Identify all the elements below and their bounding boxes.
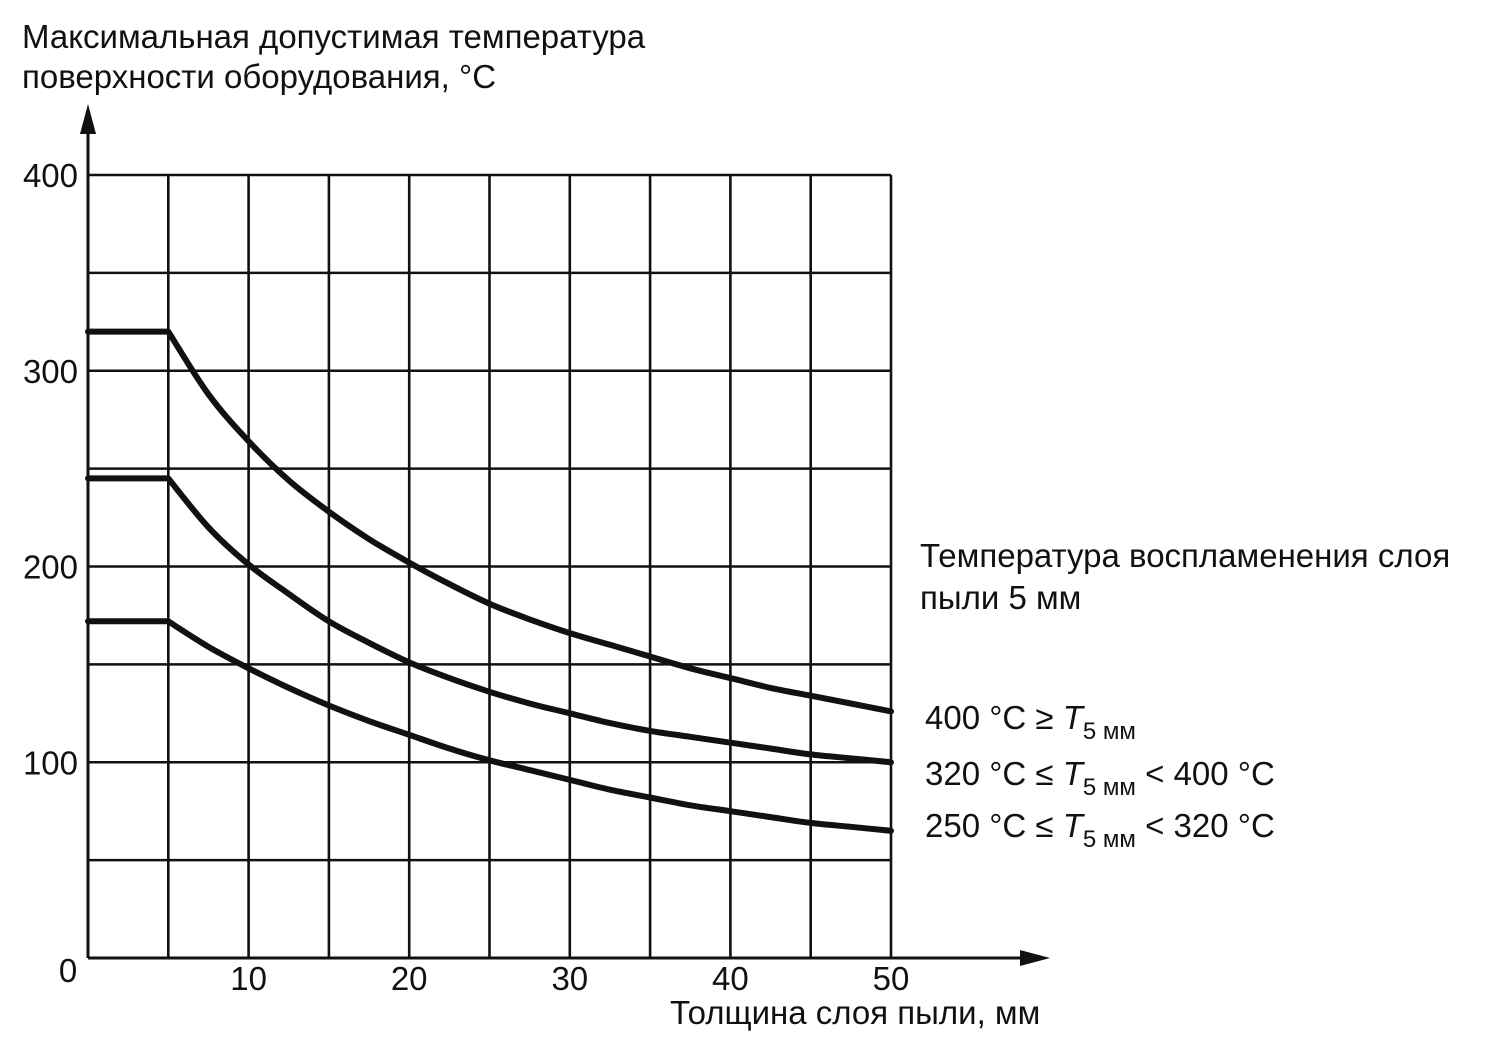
- x-tick-label: 10: [230, 960, 267, 997]
- x-tick-label: 50: [873, 960, 910, 997]
- x-tick-label: 20: [391, 960, 428, 997]
- y-tick-label: 100: [23, 744, 78, 781]
- series-line-2: [85, 475, 894, 766]
- y-tick-label: 300: [23, 353, 78, 390]
- legend-entry-3: 250 °C ≤ T5 мм < 320 °C: [925, 807, 1275, 853]
- x-axis-title: Толщина слоя пыли, мм: [670, 994, 1040, 1031]
- y-tick-label: 200: [23, 549, 78, 586]
- x-tick-label: 30: [551, 960, 588, 997]
- origin-label: 0: [59, 952, 77, 989]
- series-line-3: [85, 618, 894, 834]
- legend-title-line1: Температура воспламенения слоя: [920, 537, 1450, 574]
- legend-title-line2: пыли 5 мм: [920, 579, 1081, 616]
- axes: [80, 104, 1050, 966]
- series-line-1: [85, 328, 894, 715]
- x-tick-label: 40: [712, 960, 749, 997]
- tick-labels: 10 20 30 40 50 100 200 300 400: [23, 157, 909, 997]
- y-axis-arrow-icon: [80, 104, 96, 134]
- grid: [88, 173, 893, 958]
- y-axis-title-line2: поверхности оборудования, °С: [22, 58, 496, 95]
- legend: 400 °C ≥ T5 мм 320 °C ≤ T5 мм < 400 °C 250…: [925, 699, 1275, 853]
- x-axis-arrow-icon: [1020, 950, 1050, 966]
- curves: [85, 328, 894, 834]
- legend-entry-2: 320 °C ≤ T5 мм < 400 °C: [925, 755, 1275, 801]
- y-tick-label: 400: [23, 157, 78, 194]
- legend-entry-1: 400 °C ≥ T5 мм: [925, 699, 1136, 745]
- y-axis-title-line1: Максимальная допустимая температура: [22, 18, 646, 55]
